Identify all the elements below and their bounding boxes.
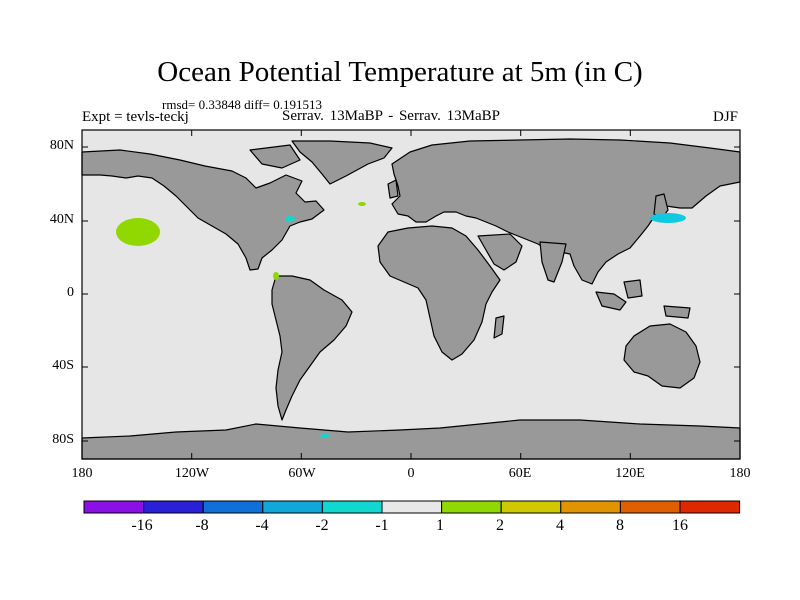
anomaly-patches <box>116 202 686 438</box>
y-tick-0: 0 <box>67 285 74 300</box>
india <box>539 241 567 283</box>
colorbar-label-neg1: -1 <box>375 517 389 534</box>
land-masses <box>81 138 741 460</box>
stats-text: rmsd= 0.33848 diff= 0.191513 <box>162 97 322 112</box>
x-tick-180e: 180 <box>729 466 751 481</box>
map-title: Ocean Potential Temperature at 5m (in C) <box>157 56 643 88</box>
comparison-label: Serrav. 13MaBP - Serrav. 13MaBP <box>282 108 500 124</box>
colorbar-label-8: 8 <box>616 517 624 534</box>
colorbar-box <box>500 500 562 514</box>
new-guinea <box>663 305 691 319</box>
anomaly-north-atlantic <box>358 202 366 206</box>
colorbar-box <box>441 500 502 514</box>
greenland <box>291 140 393 185</box>
borneo <box>623 279 643 299</box>
australia <box>623 323 701 389</box>
colorbar-label-neg8: -8 <box>195 517 209 534</box>
africa <box>377 225 501 361</box>
arctic-islands <box>249 144 301 169</box>
season-label: DJF <box>713 109 739 125</box>
colorbar-box <box>679 500 741 514</box>
eurasia <box>391 138 741 285</box>
arabia <box>477 233 523 271</box>
x-tick-0: 0 <box>407 466 415 481</box>
colorbar-label-2: 2 <box>496 517 504 534</box>
colorbar-label-16: 16 <box>672 517 688 534</box>
colorbar-box <box>560 500 621 514</box>
colorbar-label-neg2: -2 <box>315 517 329 534</box>
colorbar-box <box>262 500 323 514</box>
y-tick-40s: 40S <box>52 358 74 373</box>
anomaly-us-east <box>285 216 295 222</box>
colorbar-box <box>83 500 145 514</box>
south-america <box>271 275 353 421</box>
colorbar-box <box>321 500 383 514</box>
x-tick-120e: 120E <box>615 466 645 481</box>
y-tick-40n: 40N <box>49 212 74 227</box>
britain <box>387 179 399 199</box>
anomaly-north-pacific <box>116 218 160 246</box>
x-tick-60e: 60E <box>508 466 532 481</box>
x-tick-120w: 120W <box>174 466 210 481</box>
colorbar <box>83 500 741 514</box>
anomaly-central-america <box>273 272 279 280</box>
colorbar-box <box>202 500 264 514</box>
anomaly-japan <box>650 213 686 223</box>
colorbar-label-neg4: -4 <box>255 517 269 534</box>
x-tick-180w: 180 <box>71 466 93 481</box>
colorbar-box <box>381 500 443 514</box>
colorbar-box <box>143 500 204 514</box>
anomaly-antarctic <box>320 434 330 438</box>
colorbar-label-4: 4 <box>556 517 564 534</box>
axis-ticks <box>81 130 741 459</box>
x-tick-60w: 60W <box>288 466 316 481</box>
colorbar-label-neg16: -16 <box>131 517 153 534</box>
experiment-label: Expt = tevls-teckj <box>82 109 189 125</box>
north-america <box>81 149 325 271</box>
madagascar <box>493 315 505 339</box>
indonesia-west <box>595 291 627 311</box>
y-tick-80s: 80S <box>52 432 74 447</box>
y-tick-80n: 80N <box>49 138 74 153</box>
colorbar-box <box>619 500 681 514</box>
colorbar-label-1: 1 <box>436 517 444 534</box>
